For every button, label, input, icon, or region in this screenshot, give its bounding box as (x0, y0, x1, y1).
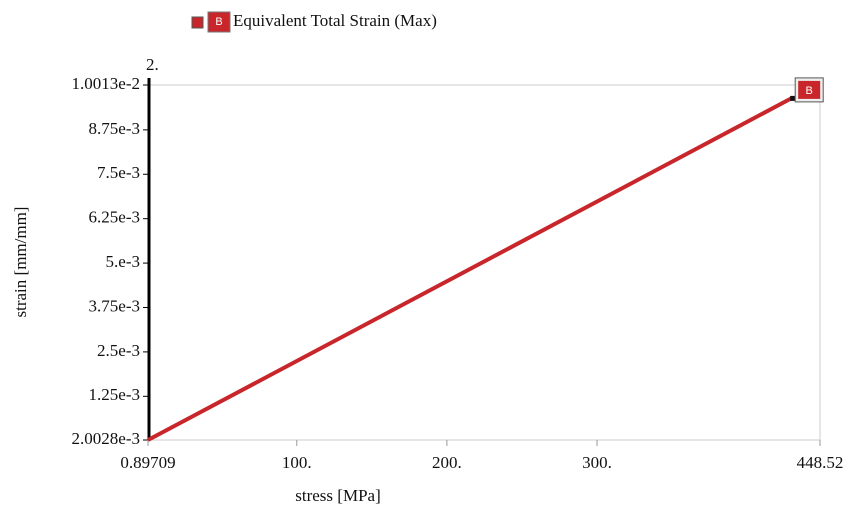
legend-badge-label: B (215, 16, 222, 28)
probe-box-inner (798, 80, 821, 99)
y-tick-label: 1.25e-3 (89, 385, 140, 404)
legend-swatch (191, 16, 204, 29)
y-tick-label: 8.75e-3 (89, 119, 140, 138)
x-tick-label: 0.89709 (120, 453, 175, 472)
legend-label: Equivalent Total Strain (Max) (233, 11, 437, 30)
x-tick-label: 448.52 (797, 453, 843, 472)
y-tick-label: 2.5e-3 (97, 341, 140, 360)
x-tick-label: 300. (582, 453, 612, 472)
end-marker (790, 95, 796, 101)
y-tick-label: 1.0013e-2 (72, 74, 140, 93)
y-tick-label: 3.75e-3 (89, 296, 140, 315)
legend-badge (207, 11, 231, 33)
y-axis-label: strain [mm/mm] (11, 207, 30, 318)
y-tick-label: 6.25e-3 (89, 208, 140, 227)
x-tick-label: 100. (282, 453, 312, 472)
probe-label: B (806, 85, 813, 97)
y-tick-label: 7.5e-3 (97, 163, 140, 182)
y-tick-label: 2.0028e-3 (72, 429, 140, 448)
annotation: 2. (146, 55, 159, 74)
x-axis-label: stress [MPa] (295, 486, 380, 505)
y-tick-label: 5.e-3 (106, 252, 140, 271)
x-tick-label: 200. (432, 453, 462, 472)
data-line (147, 96, 794, 442)
